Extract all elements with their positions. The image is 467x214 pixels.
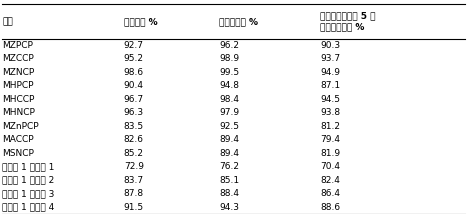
- Text: 72.9: 72.9: [124, 162, 144, 171]
- Text: 反应选择性 %: 反应选择性 %: [219, 17, 259, 26]
- Text: MHPCP: MHPCP: [2, 81, 34, 90]
- Text: 产物得率 %: 产物得率 %: [124, 17, 157, 26]
- Text: 对照例 1 实施例 3: 对照例 1 实施例 3: [2, 189, 55, 198]
- Text: 98.4: 98.4: [219, 95, 240, 104]
- Text: MHNCP: MHNCP: [2, 108, 35, 117]
- Text: MZCCP: MZCCP: [2, 54, 34, 63]
- Text: 94.3: 94.3: [219, 202, 240, 212]
- Text: 对照例 1 实施例 4: 对照例 1 实施例 4: [2, 202, 55, 212]
- Text: 91.5: 91.5: [124, 202, 144, 212]
- Text: MACCP: MACCP: [2, 135, 34, 144]
- Text: 94.8: 94.8: [219, 81, 240, 90]
- Text: 90.4: 90.4: [124, 81, 144, 90]
- Text: 93.7: 93.7: [320, 54, 340, 63]
- Text: MSNCP: MSNCP: [2, 149, 34, 158]
- Text: 90.3: 90.3: [320, 41, 340, 50]
- Text: 82.4: 82.4: [320, 175, 340, 185]
- Text: 76.2: 76.2: [219, 162, 240, 171]
- Text: 81.2: 81.2: [320, 122, 340, 131]
- Text: 97.9: 97.9: [219, 108, 240, 117]
- Text: 96.7: 96.7: [124, 95, 144, 104]
- Text: 99.5: 99.5: [219, 68, 240, 77]
- Text: 83.7: 83.7: [124, 175, 144, 185]
- Text: 85.2: 85.2: [124, 149, 144, 158]
- Text: MZnPCP: MZnPCP: [2, 122, 39, 131]
- Text: MZNCP: MZNCP: [2, 68, 35, 77]
- Text: 88.6: 88.6: [320, 202, 340, 212]
- Text: 79.4: 79.4: [320, 135, 340, 144]
- Text: 88.4: 88.4: [219, 189, 240, 198]
- Text: 85.1: 85.1: [219, 175, 240, 185]
- Text: 89.4: 89.4: [219, 149, 240, 158]
- Text: 96.2: 96.2: [219, 41, 240, 50]
- Text: 92.5: 92.5: [219, 122, 240, 131]
- Text: 98.6: 98.6: [124, 68, 144, 77]
- Text: 对照例 1 实施例 2: 对照例 1 实施例 2: [2, 175, 55, 185]
- Text: 83.5: 83.5: [124, 122, 144, 131]
- Text: 70.4: 70.4: [320, 162, 340, 171]
- Text: 96.3: 96.3: [124, 108, 144, 117]
- Text: 94.5: 94.5: [320, 95, 340, 104]
- Text: 98.9: 98.9: [219, 54, 240, 63]
- Text: 87.8: 87.8: [124, 189, 144, 198]
- Text: 93.8: 93.8: [320, 108, 340, 117]
- Text: 94.9: 94.9: [320, 68, 340, 77]
- Text: 89.4: 89.4: [219, 135, 240, 144]
- Text: 81.9: 81.9: [320, 149, 340, 158]
- Text: 催化剂重复使用 5 次
后的产物得率 %: 催化剂重复使用 5 次 后的产物得率 %: [320, 12, 375, 31]
- Text: MZPCP: MZPCP: [2, 41, 33, 50]
- Text: 名称: 名称: [2, 17, 13, 26]
- Text: 92.7: 92.7: [124, 41, 144, 50]
- Text: 95.2: 95.2: [124, 54, 144, 63]
- Text: 87.1: 87.1: [320, 81, 340, 90]
- Text: MHCCP: MHCCP: [2, 95, 35, 104]
- Text: 86.4: 86.4: [320, 189, 340, 198]
- Text: 82.6: 82.6: [124, 135, 144, 144]
- Text: 对照例 1 实施例 1: 对照例 1 实施例 1: [2, 162, 55, 171]
